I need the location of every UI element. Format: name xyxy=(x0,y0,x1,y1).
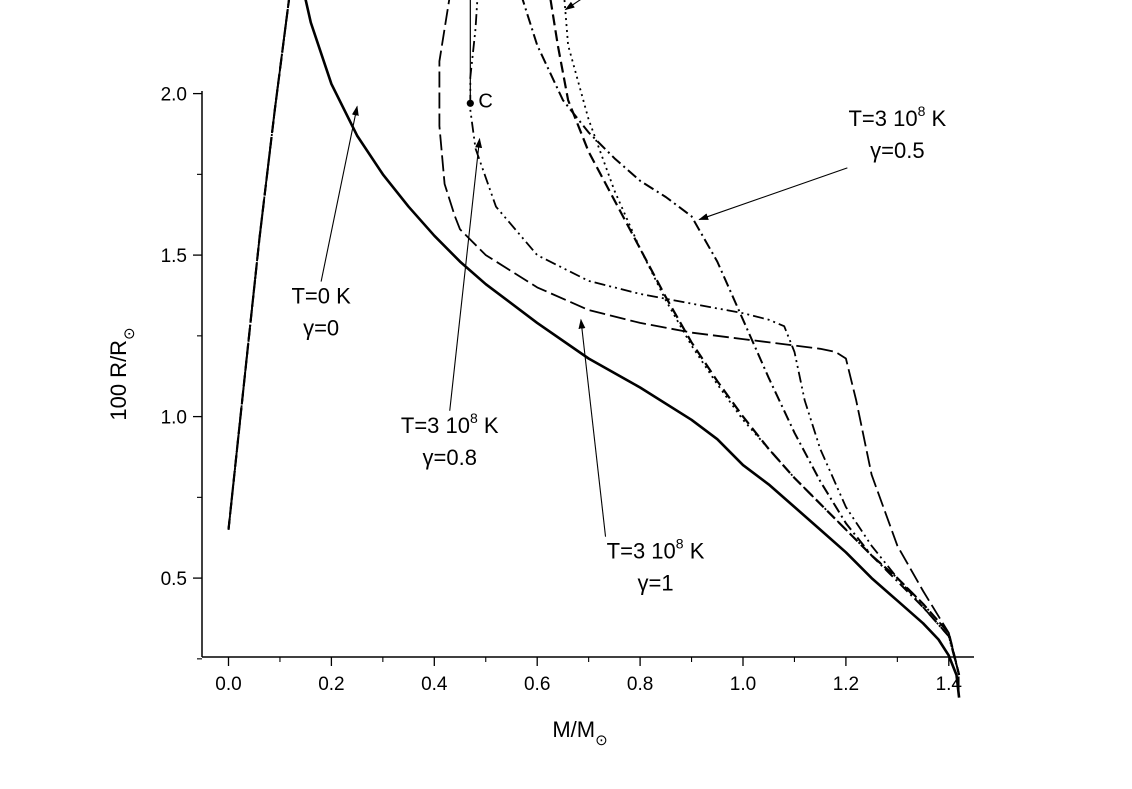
point-label-c: C xyxy=(478,90,492,112)
x-tick-label: 0.0 xyxy=(215,674,241,695)
y-tick-label: 1.0 xyxy=(161,408,187,429)
points-layer: ABC xyxy=(466,0,493,112)
series-line-4 xyxy=(227,0,960,676)
annotation-param-5: γ=1 xyxy=(637,571,673,596)
annotation-param-4: γ=0.8 xyxy=(423,445,477,470)
x-tick-label: 0.4 xyxy=(421,674,448,695)
annotation-arrow-5 xyxy=(578,318,607,537)
x-tick-label: 1.0 xyxy=(730,674,756,695)
series-layer xyxy=(227,0,961,698)
x-axis-label: M/M⊙ xyxy=(552,717,607,749)
annotation-title-3: T=3 108 K xyxy=(848,103,946,131)
y-tick-label: 1.5 xyxy=(161,246,187,267)
x-tick-label: 0.8 xyxy=(627,674,653,695)
y-axis-label: 100 R/R⊙ xyxy=(106,327,138,420)
annotation-title-0: T=0 K xyxy=(291,284,351,309)
annotation-param-0: γ=0 xyxy=(303,316,339,341)
point-c xyxy=(466,99,474,107)
y-tick-label: 0.5 xyxy=(161,569,187,590)
annotation-title-4: T=3 108 K xyxy=(401,410,499,438)
series-line-0 xyxy=(304,0,961,698)
annotation-title-5: T=3 108 K xyxy=(607,536,705,564)
annotation-arrow-4 xyxy=(449,137,483,411)
annotation-arrow-0 xyxy=(320,105,359,282)
axes: 0.00.20.40.60.81.01.21.40.51.01.52.02.53… xyxy=(161,85,974,695)
annotation-param-3: γ=0.5 xyxy=(870,138,924,163)
x-tick-label: 0.6 xyxy=(524,674,550,695)
y-tick-label: 2.0 xyxy=(161,85,187,106)
annotations: T=0 Kγ=0T=3 108 Kγ=0T=3 108 Kγ=0.1T=3 10… xyxy=(291,0,947,596)
annotation-arrow-2 xyxy=(564,0,581,11)
x-tick-label: 1.2 xyxy=(833,674,859,695)
x-tick-label: 0.2 xyxy=(318,674,344,695)
annotation-arrow-3 xyxy=(698,167,848,221)
series-line-5 xyxy=(227,0,960,676)
